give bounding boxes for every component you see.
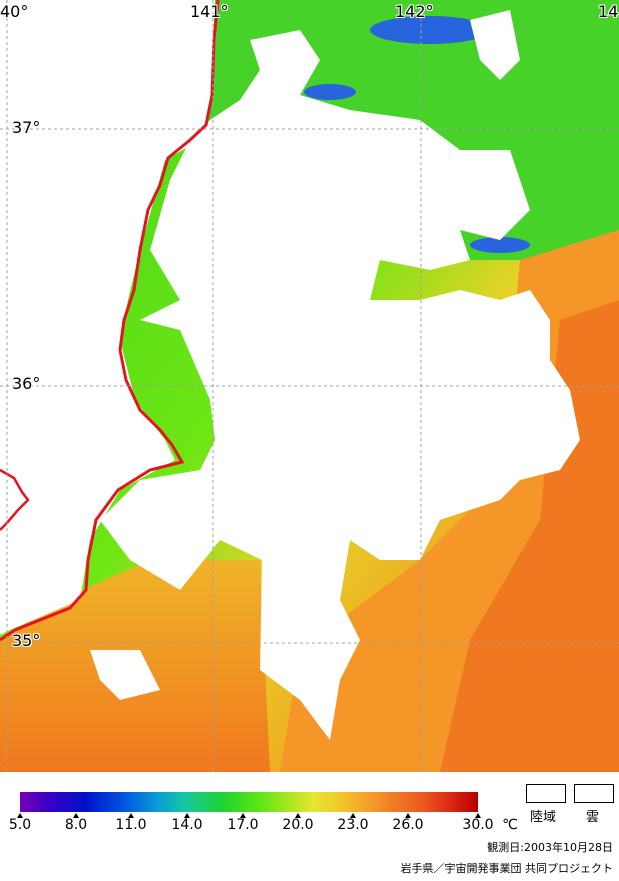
colorbar-tick-label: 30.0 [462, 817, 494, 833]
coastline [0, 0, 220, 642]
longitude-label-140: 40° [0, 2, 29, 21]
lake-coastline [0, 468, 30, 531]
colorbar-tick-label: 20.0 [282, 817, 314, 833]
latitude-label-37: 37° [12, 118, 41, 137]
colorbar-tick-label: 5.0 [8, 817, 32, 833]
longitude-label-143: 143° [598, 2, 619, 21]
graticule [0, 0, 619, 772]
latitude-label-35: 35° [12, 631, 41, 650]
land-key-box [526, 784, 566, 803]
colorbar-tick [184, 813, 190, 818]
land-key-label: 陸域 [530, 810, 557, 825]
latitude-label-36: 36° [12, 374, 41, 393]
colorbar-tick [17, 813, 23, 818]
cloud-cover [90, 10, 580, 740]
credit-line: 岩手県／宇宙開発事業団 共同プロジェクト [400, 862, 614, 875]
longitude-label-141: 141° [190, 2, 229, 21]
temperature-unit: ℃ [502, 817, 518, 833]
colorbar-tick [73, 813, 79, 818]
colorbar-tick-label: 17.0 [227, 817, 259, 833]
colorbar-tick-label: 23.0 [337, 817, 369, 833]
colorbar-tick [405, 813, 411, 818]
colorbar-tick [475, 813, 481, 818]
land-area [0, 0, 215, 635]
colorbar-tick-label: 11.0 [115, 817, 147, 833]
legend: 5.0 8.0 11.0 14.0 17.0 20.0 23.0 26.0 30… [0, 772, 619, 881]
cloud-key-box [574, 784, 614, 803]
colorbar-tick [350, 813, 356, 818]
colorbar-tick-label: 26.0 [392, 817, 424, 833]
colorbar-tick [240, 813, 246, 818]
colorbar-tick [295, 813, 301, 818]
sea-surface-temperature-map [0, 0, 619, 772]
observation-date: 観測日:2003年10月28日 [487, 841, 613, 854]
colorbar-tick [128, 813, 134, 818]
temperature-colorbar [20, 792, 478, 812]
longitude-label-142: 142° [395, 2, 434, 21]
colorbar-tick-label: 14.0 [171, 817, 203, 833]
cloud-key-label: 雲 [586, 810, 600, 825]
colorbar-tick-label: 8.0 [64, 817, 88, 833]
